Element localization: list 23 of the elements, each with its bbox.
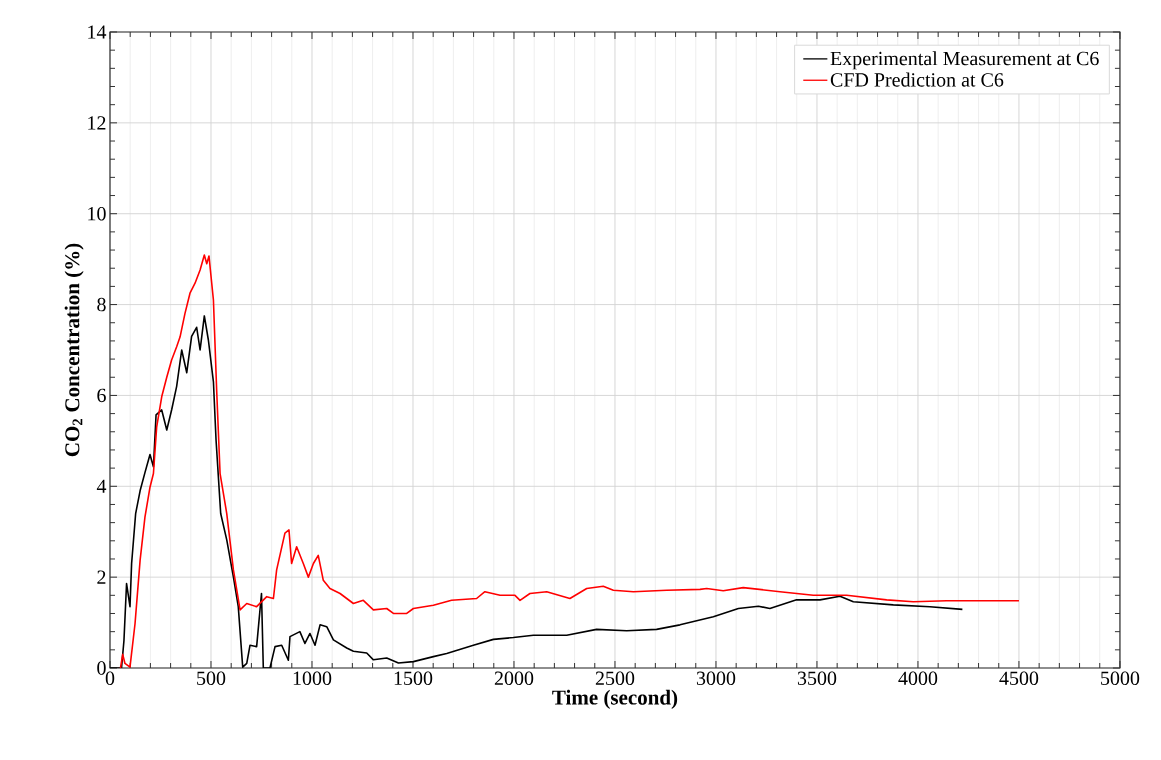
y-tick-label: 4 (96, 479, 107, 493)
y-tick-label: 0 (97, 661, 106, 675)
x-tick-label: 2500 (595, 671, 635, 686)
x-axis-title: Time (second) (552, 689, 678, 709)
x-tick-label: 4000 (898, 671, 938, 686)
x-tick-label: 500 (197, 671, 226, 686)
text: CO$_{2}$ Concentration (%) (64, 243, 84, 457)
y-tick-label: 10 (88, 206, 106, 221)
x-tick-label: 2000 (494, 671, 534, 686)
x-tick-label: 3500 (797, 671, 837, 686)
x-tick-label: 3000 (696, 671, 736, 686)
y-tick-label: 8 (97, 297, 106, 312)
x-tick-label: 4500 (999, 671, 1039, 686)
x-tick-label: 1500 (394, 671, 433, 686)
line-series (119, 254, 1020, 668)
y-tick-label: 2 (97, 570, 106, 584)
y-tick-label: 14 (88, 25, 107, 39)
legend-label: Experimental Measurement at C6 (830, 51, 1099, 70)
y-tick-label: 6 (97, 388, 106, 403)
x-tick-label: 5000 (1101, 671, 1140, 686)
x-tick-label: 1000 (293, 671, 332, 686)
legend-label: CFD Prediction at C6 (830, 72, 1004, 87)
y-tick-label: 12 (88, 116, 106, 130)
